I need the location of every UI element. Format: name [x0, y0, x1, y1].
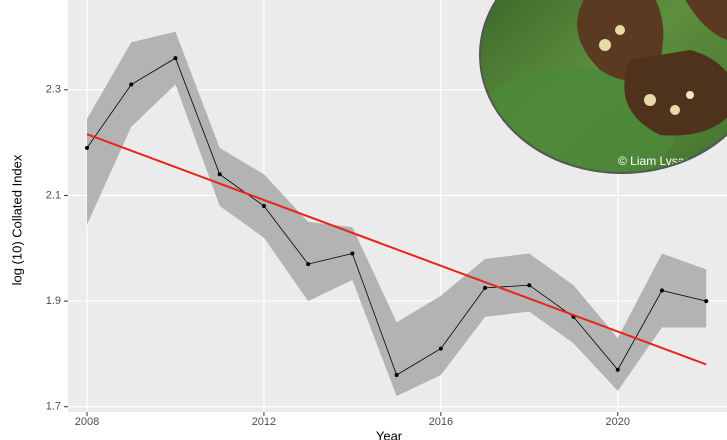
- marks: [85, 31, 709, 397]
- wing-spot: [670, 105, 680, 115]
- trend-line: [86, 133, 707, 366]
- point: [173, 56, 178, 61]
- point: [261, 204, 266, 208]
- y-tick-label: 1.9: [46, 295, 61, 307]
- butterfly-wing: [680, 0, 727, 40]
- point: [527, 283, 532, 288]
- point: [85, 145, 90, 150]
- wing-spot: [686, 91, 694, 99]
- point: [483, 285, 488, 290]
- x-tick-label: 2012: [252, 416, 276, 428]
- confidence-band: [87, 31, 707, 397]
- point: [704, 299, 709, 304]
- point: [659, 288, 664, 293]
- x-axis-title: Year: [376, 428, 403, 440]
- x-tick-label: 2016: [429, 416, 453, 428]
- butterfly-wing: [624, 50, 727, 136]
- point: [350, 251, 355, 256]
- y-tick-label: 2.1: [46, 189, 61, 201]
- x-tick-label: 2008: [75, 416, 99, 428]
- wing-spot: [644, 94, 656, 106]
- butterfly-wing: [577, 0, 664, 81]
- point: [129, 82, 134, 87]
- x-tick-label: 2020: [606, 416, 630, 428]
- axes: 1.7 1.9 2.1 2.3 2008 2012 2016 2020: [46, 84, 630, 428]
- point: [438, 346, 443, 351]
- point: [306, 262, 311, 267]
- point: [394, 373, 399, 378]
- photo-border: [479, 0, 727, 174]
- point: [615, 367, 620, 372]
- y-tick-label: 1.7: [46, 401, 61, 413]
- y-tick-label: 2.3: [46, 84, 61, 96]
- point: [217, 172, 222, 177]
- wing-spot: [599, 39, 611, 51]
- y-axis-title: log (10) Collated Index: [9, 154, 24, 285]
- wing-spot: [615, 25, 625, 35]
